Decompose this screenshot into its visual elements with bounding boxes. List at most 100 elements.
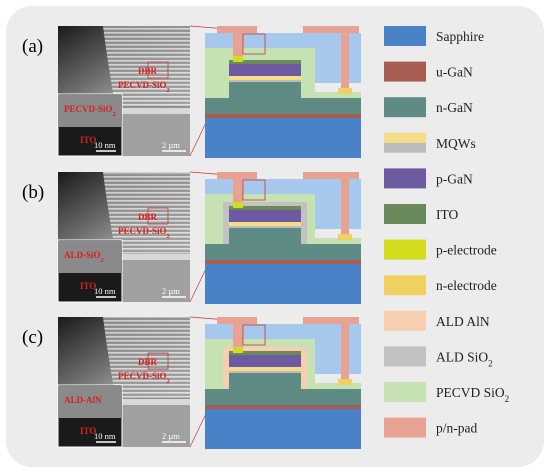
legend-item: ITO	[384, 204, 458, 224]
tem-label-ito: ITO	[80, 426, 96, 436]
p-pad	[217, 317, 257, 324]
tem-label-inset-layer: PECVD-SiO2	[64, 104, 116, 118]
device-cross-section	[205, 172, 361, 304]
zoom-box	[242, 179, 266, 201]
legend-item: p/n-pad	[384, 417, 477, 438]
device-cross-section	[205, 317, 361, 449]
mqw-layer	[229, 367, 301, 371]
legend-item: Sapphire	[384, 26, 484, 46]
legend-swatch	[384, 204, 426, 224]
mqw-layer-2	[229, 371, 301, 373]
n-gan-mesa	[229, 82, 301, 98]
legend-label: p/n-pad	[436, 421, 477, 436]
legend-item: MQWs	[384, 132, 476, 153]
legend-label: ALD SiO2	[436, 349, 493, 368]
p-electrode	[233, 202, 243, 208]
legend-swatch	[384, 168, 426, 189]
mqw-layer-2	[229, 80, 301, 82]
panel-label: (c)	[22, 327, 43, 348]
tem-label-dbr: DBR	[138, 357, 158, 367]
scale-label-large: 2 µm	[162, 286, 180, 296]
legend-swatch	[384, 382, 426, 402]
sapphire-layer	[205, 118, 361, 158]
u-gan-layer	[205, 405, 361, 409]
n-electrode	[338, 234, 352, 240]
tem-label-pecvd: PECVD-SiO2	[118, 371, 170, 385]
scale-label-large: 2 µm	[162, 140, 180, 150]
legend-group: Sapphire u-GaN n-GaN MQWs p-GaN ITO p-electrod…	[384, 26, 509, 438]
legend-swatch	[384, 310, 426, 331]
legend-item: PECVD SiO2	[384, 382, 509, 404]
n-pad	[303, 26, 359, 33]
scale-label-small: 10 nm	[94, 140, 116, 150]
u-gan-layer	[205, 114, 361, 118]
p-gan-layer	[229, 64, 301, 76]
p-electrode	[233, 347, 243, 353]
legend-item: p-GaN	[384, 168, 473, 189]
n-pad	[303, 317, 359, 324]
legend-swatch	[384, 275, 426, 296]
ito-layer	[229, 60, 301, 64]
legend-label: u-GaN	[436, 65, 473, 80]
legend-item: p-electrode	[384, 239, 497, 260]
scale-label-small: 10 nm	[94, 431, 116, 441]
panel-label: (a)	[22, 36, 43, 57]
u-gan-layer	[205, 260, 361, 264]
mqw-layer-2	[229, 226, 301, 228]
tem-label-ito: ITO	[80, 135, 96, 145]
tem-label-pecvd: PECVD-SiO2	[118, 80, 170, 94]
tem-label-dbr: DBR	[138, 212, 158, 222]
legend-item: n-GaN	[384, 97, 473, 118]
legend-swatch	[384, 346, 426, 367]
legend-label: Sapphire	[436, 29, 484, 44]
device-cross-section	[205, 26, 361, 158]
p-electrode	[233, 56, 243, 62]
legend-label: p-electrode	[436, 243, 497, 258]
p-gan-layer	[229, 355, 301, 367]
ito-layer	[229, 351, 301, 355]
zoom-box	[242, 33, 266, 55]
legend-label: PECVD SiO2	[436, 385, 509, 404]
n-electrode	[338, 379, 352, 385]
n-gan-layer	[205, 244, 361, 260]
legend-label: p-GaN	[436, 171, 473, 186]
legend-swatch	[384, 417, 426, 438]
tem-label-dbr: DBR	[138, 66, 158, 76]
mqw-layer	[229, 222, 301, 226]
tem-label-inset-layer: ALD-SiO2	[64, 250, 104, 264]
scale-label-large: 2 µm	[162, 431, 180, 441]
mqw-layer	[229, 76, 301, 80]
legend-swatch	[384, 239, 426, 260]
legend-swatch-2	[384, 142, 426, 153]
n-gan-layer	[205, 98, 361, 114]
p-via	[233, 33, 243, 60]
n-via	[341, 324, 349, 384]
legend-item: ALD SiO2	[384, 346, 493, 368]
legend-swatch	[384, 61, 426, 82]
n-via	[341, 33, 349, 93]
legend-item: ALD AlN	[384, 310, 490, 331]
zoom-box	[242, 324, 266, 346]
tem-label-ito: ITO	[80, 281, 96, 291]
p-gan-layer	[229, 210, 301, 222]
p-via	[233, 324, 243, 351]
tem-label-inset-layer: ALD-AlN	[64, 395, 102, 405]
n-gan-mesa	[229, 373, 301, 389]
legend-item: u-GaN	[384, 61, 473, 82]
legend-swatch	[384, 132, 426, 143]
p-pad	[217, 26, 257, 33]
legend-label: MQWs	[436, 136, 476, 151]
legend-item: n-electrode	[384, 275, 497, 296]
n-via	[341, 179, 349, 239]
panel-label: (b)	[22, 182, 44, 203]
p-via	[233, 179, 243, 206]
